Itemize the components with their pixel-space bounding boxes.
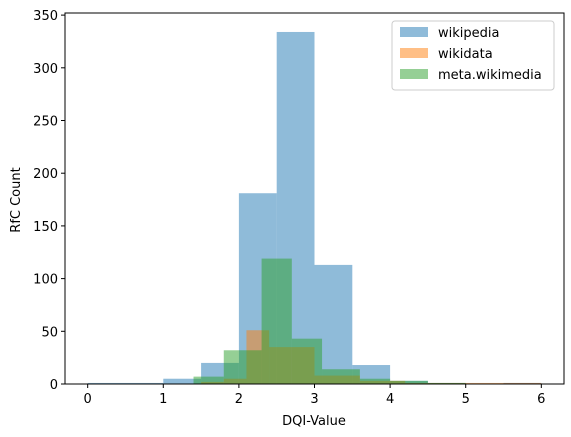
- legend-label-wikidata: wikidata: [438, 47, 493, 62]
- ticks-layer: 0 1 2 3 4 5 6 0 50 100 150 200 250 300 350: [33, 9, 545, 407]
- x-tick-label: 0: [84, 392, 92, 407]
- legend-swatch-wikipedia: [400, 27, 428, 37]
- legend: wikipedia wikidata meta.wikimedia: [391, 20, 555, 91]
- bar-meta-wikimedia-3: [261, 258, 292, 384]
- y-tick-label: 0: [50, 378, 58, 393]
- bars-layer: [87, 31, 542, 384]
- x-axis-label: DQI-Value: [282, 414, 346, 429]
- legend-frame: [391, 20, 555, 91]
- legend-label-wikipedia: wikipedia: [438, 26, 499, 41]
- bar-meta-wikimedia-0: [193, 376, 224, 384]
- x-tick-label: 3: [310, 392, 318, 407]
- bar-meta-wikimedia-8: [427, 382, 466, 384]
- x-tick-label: 4: [386, 392, 394, 407]
- x-tick-label: 5: [462, 392, 470, 407]
- bar-wikipedia-1: [125, 382, 164, 384]
- bar-meta-wikimedia-6: [359, 378, 391, 384]
- bar-wikidata-8: [450, 382, 496, 384]
- x-tick-label: 1: [159, 392, 167, 407]
- y-tick-label: 100: [33, 273, 58, 288]
- y-tick-label: 50: [41, 325, 58, 340]
- x-tick-label: 6: [537, 392, 545, 407]
- y-tick-label: 200: [33, 167, 58, 182]
- legend-swatch-meta-wikimedia: [400, 69, 428, 79]
- bar-wikipedia-0: [87, 382, 126, 384]
- bar-meta-wikimedia-2: [238, 350, 262, 384]
- bar-meta-wikimedia-5: [322, 369, 360, 384]
- bar-wikidata-9: [495, 382, 542, 384]
- y-tick-label: 300: [33, 62, 58, 77]
- x-tick-label: 2: [235, 392, 243, 407]
- y-tick-label: 250: [33, 115, 58, 130]
- bar-meta-wikimedia-4: [291, 338, 323, 384]
- bar-meta-wikimedia-1: [223, 350, 239, 384]
- legend-label-meta-wikimedia: meta.wikimedia: [438, 68, 542, 83]
- y-tick-label: 350: [33, 9, 58, 24]
- y-tick-label: 150: [33, 220, 58, 235]
- legend-swatch-wikidata: [400, 48, 428, 58]
- bar-meta-wikimedia-7: [390, 380, 428, 384]
- bar-wikipedia-2: [163, 378, 202, 384]
- y-axis-label: RfC Count: [9, 167, 24, 232]
